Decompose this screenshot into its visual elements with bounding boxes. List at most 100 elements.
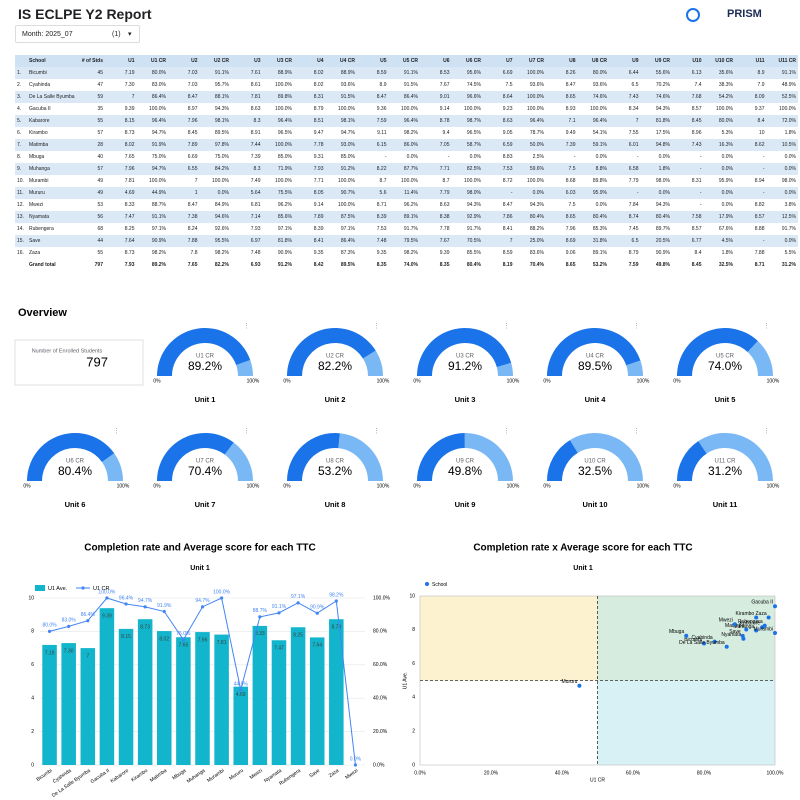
table-cell: 7.79 xyxy=(628,178,639,184)
gauge-value xyxy=(417,327,512,376)
column-header: U6 xyxy=(420,55,452,67)
table-cell: 8.45 xyxy=(672,115,704,127)
table-cell: 98.1% xyxy=(199,115,231,127)
table-cell: - xyxy=(609,187,641,199)
line-value-label: 86.4% xyxy=(81,612,96,618)
filter-text: Month: 2025_07 xyxy=(22,31,73,38)
table-cell: 80.0% xyxy=(577,67,609,79)
table-cell: 8.9 xyxy=(379,82,387,88)
y2-tick-label: 20.0% xyxy=(373,729,388,735)
header-row: School # of Stds U1 U1 CR U2 U2 CR U3 U3 CR U4 U4… xyxy=(15,55,798,67)
x-tick-label: Save xyxy=(308,768,321,780)
table-cell: 86.4% xyxy=(388,91,420,103)
table-row: 8. Mbuga 40 7.65 75.0% 6.69 75.0% 7.39 85.0% 9.31… xyxy=(15,151,798,163)
x-tick-label: Mururu xyxy=(228,768,245,782)
bar-value-label: 8.25 xyxy=(293,633,303,639)
table-cell: 6.5 xyxy=(609,235,641,247)
table-cell: Cyahinda xyxy=(29,82,51,88)
line-value-label: 94.7% xyxy=(138,598,153,604)
table-cell: 8.4 xyxy=(694,250,702,256)
table-cell: 100.0% xyxy=(149,106,166,112)
table-cell: 87.3% xyxy=(340,250,355,256)
menu-icon: ⋮ xyxy=(633,323,640,330)
table-cell: 9.39 xyxy=(124,106,135,112)
table-cell: 7.89 xyxy=(294,211,326,223)
table-cell: 0.0% xyxy=(595,202,607,208)
table-cell: 88.9% xyxy=(325,67,357,79)
x-tick-label: Mwezi xyxy=(249,768,264,781)
table-cell: 90.9% xyxy=(655,250,670,256)
table-cell: 54.2% xyxy=(703,91,735,103)
table-cell: 85.0% xyxy=(277,154,292,160)
table-cell: 7.96 xyxy=(565,226,576,232)
table-cell: 96.4% xyxy=(388,115,420,127)
table-cell: Mbuga xyxy=(29,154,45,160)
gauge-caption: Unit 6 xyxy=(65,500,86,509)
total-cell: 8.35 xyxy=(376,262,387,268)
gauge-value-label: 74.0% xyxy=(708,359,742,373)
table-cell: 5.5% xyxy=(784,250,796,256)
table-cell: 7.49 xyxy=(250,178,261,184)
table-cell: 100.0% xyxy=(716,106,733,112)
gauge-name: U4 CR xyxy=(586,354,605,360)
table-cell: Muhanga xyxy=(27,163,77,175)
line-value-label: 83.0% xyxy=(62,618,77,624)
table-cell: 7.71 xyxy=(420,163,452,175)
table-cell: 89.5% xyxy=(214,130,229,136)
gauge-value-label: 32.5% xyxy=(578,464,612,478)
table-cell: 8.39 xyxy=(357,211,389,223)
table-cell: 8.83 xyxy=(502,154,513,160)
column-header: U11 xyxy=(735,55,767,67)
row-index: 4. xyxy=(17,106,22,112)
bar xyxy=(309,637,325,765)
line-point xyxy=(200,605,205,609)
table-cell: De La Salle Byumba xyxy=(27,91,77,103)
total-row: Grand total 797 7.93 89.2% 7.65 82.2% 6.93 91.2… xyxy=(15,259,798,271)
gauge-track xyxy=(747,341,773,376)
column-header: U10 xyxy=(672,55,704,67)
gauge-track xyxy=(236,360,253,376)
bar-value-label: 7.96 xyxy=(198,637,208,643)
table-cell: 95.9% xyxy=(577,187,609,199)
point-label: Matimba xyxy=(725,623,744,629)
x-tick-label: Mwezi xyxy=(344,768,359,781)
table-cell: 7.79 xyxy=(420,187,452,199)
table-cell: 100.0% xyxy=(338,202,355,208)
table-cell: 6.55 xyxy=(168,163,200,175)
table-cell: 58.7% xyxy=(451,139,483,151)
gauge-max: 100% xyxy=(637,483,650,489)
chart-title: Completion rate and Average score for ea… xyxy=(84,543,316,554)
row-index: 14. xyxy=(17,226,24,232)
table-cell: 9.05 xyxy=(502,130,513,136)
table-cell: 8.3 xyxy=(231,115,263,127)
table-cell: - xyxy=(573,154,576,160)
legend-swatch xyxy=(81,586,85,590)
table-cell: 85.3% xyxy=(592,226,607,232)
gauge-value-label: 82.2% xyxy=(318,359,352,373)
table-cell: 91.7% xyxy=(403,226,418,232)
point xyxy=(754,615,759,620)
point-label: Kirambo xyxy=(736,611,755,617)
menu-icon: ⋮ xyxy=(373,428,380,435)
gauge-name: U1 CR xyxy=(196,354,215,360)
total-cell: Grand total xyxy=(29,262,56,268)
table-cell: 100.0% xyxy=(275,82,292,88)
table-cell: 8.59 xyxy=(502,250,513,256)
month-filter[interactable]: Month: 2025_07 (1) ▾ xyxy=(15,25,140,43)
table-cell: 8.88 xyxy=(754,226,765,232)
total-cell: 8.65 xyxy=(565,262,576,268)
table-cell: 74.5% xyxy=(466,82,481,88)
gauge-value-label: 49.8% xyxy=(448,464,482,478)
table-cell: 7.58 xyxy=(672,211,704,223)
point-label: Murambi xyxy=(754,626,773,632)
table-cell: Nyamata xyxy=(27,211,77,223)
table-cell: 8.78 xyxy=(420,115,452,127)
table-cell: 9.06 xyxy=(565,250,576,256)
total-cell: 49.8% xyxy=(655,262,670,268)
y-tick-label: 6 xyxy=(31,662,34,668)
table-cell: 7.44 xyxy=(231,139,263,151)
bar-value-label: 4.69 xyxy=(236,692,246,698)
table-cell: 7.93 xyxy=(294,163,326,175)
table-cell: 9.49 xyxy=(565,130,576,136)
line-point xyxy=(47,629,52,634)
